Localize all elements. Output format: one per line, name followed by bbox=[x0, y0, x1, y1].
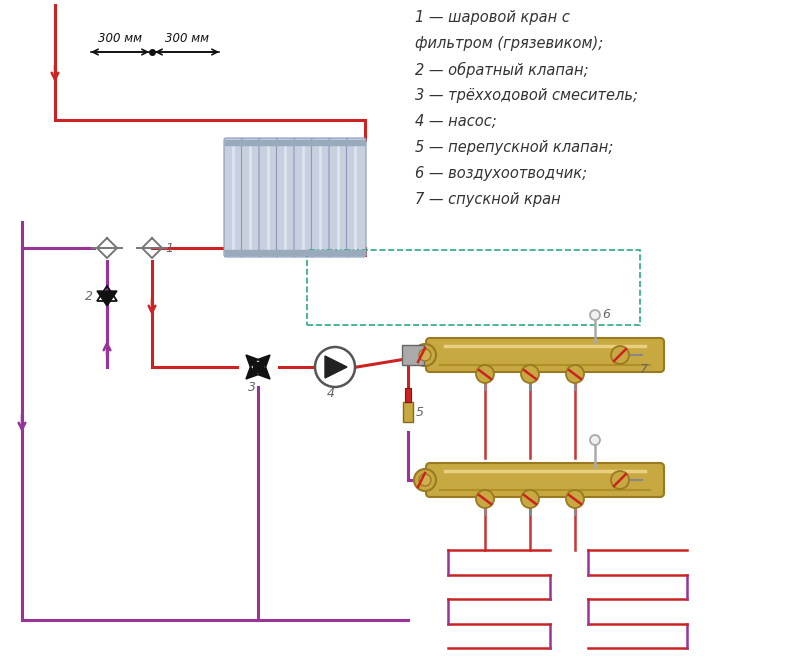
Circle shape bbox=[521, 365, 539, 383]
Text: 4: 4 bbox=[327, 387, 335, 400]
Circle shape bbox=[521, 490, 539, 508]
Circle shape bbox=[476, 490, 494, 508]
Text: 1: 1 bbox=[165, 242, 173, 255]
Polygon shape bbox=[246, 355, 258, 367]
Circle shape bbox=[414, 344, 436, 366]
Bar bbox=[253, 362, 263, 372]
Circle shape bbox=[419, 349, 431, 361]
Polygon shape bbox=[97, 291, 117, 306]
FancyBboxPatch shape bbox=[276, 138, 296, 257]
Text: 2 — обратный клапан;: 2 — обратный клапан; bbox=[415, 62, 589, 78]
Text: 7: 7 bbox=[640, 363, 648, 376]
Circle shape bbox=[590, 310, 600, 320]
Text: фильтром (грязевиком);: фильтром (грязевиком); bbox=[415, 36, 603, 51]
Text: 300 мм: 300 мм bbox=[98, 32, 142, 45]
Circle shape bbox=[611, 471, 629, 489]
Bar bbox=[307, 250, 640, 325]
Circle shape bbox=[611, 346, 629, 364]
Circle shape bbox=[476, 365, 494, 383]
Circle shape bbox=[590, 435, 600, 445]
FancyBboxPatch shape bbox=[259, 138, 279, 257]
Text: 7 — спускной кран: 7 — спускной кран bbox=[415, 192, 561, 207]
FancyBboxPatch shape bbox=[426, 338, 664, 372]
Text: 6: 6 bbox=[602, 308, 610, 321]
Text: 6 — воздухоотводчик;: 6 — воздухоотводчик; bbox=[415, 166, 587, 181]
Text: 4 — насос;: 4 — насос; bbox=[415, 114, 496, 129]
Bar bbox=[225, 140, 365, 145]
Polygon shape bbox=[258, 367, 270, 379]
FancyBboxPatch shape bbox=[329, 138, 349, 257]
FancyBboxPatch shape bbox=[346, 138, 366, 257]
Circle shape bbox=[566, 365, 584, 383]
Text: 5 — перепускной клапан;: 5 — перепускной клапан; bbox=[415, 140, 613, 155]
Text: 300 мм: 300 мм bbox=[165, 32, 209, 45]
Text: 3: 3 bbox=[248, 381, 256, 394]
FancyBboxPatch shape bbox=[426, 463, 664, 497]
Polygon shape bbox=[246, 367, 258, 379]
Bar bbox=[403, 402, 413, 422]
Bar bbox=[225, 250, 365, 255]
Polygon shape bbox=[258, 355, 270, 367]
Polygon shape bbox=[325, 356, 347, 378]
Circle shape bbox=[419, 474, 431, 486]
Text: 3 — трёхходовой смеситель;: 3 — трёхходовой смеситель; bbox=[415, 88, 638, 103]
Circle shape bbox=[414, 469, 436, 491]
Text: 1 — шаровой кран с: 1 — шаровой кран с bbox=[415, 10, 570, 25]
Text: 2: 2 bbox=[85, 290, 93, 303]
Text: 5: 5 bbox=[416, 406, 424, 418]
Bar bbox=[402, 345, 424, 365]
FancyBboxPatch shape bbox=[224, 138, 244, 257]
FancyBboxPatch shape bbox=[294, 138, 313, 257]
FancyBboxPatch shape bbox=[312, 138, 331, 257]
Bar bbox=[405, 388, 411, 402]
FancyBboxPatch shape bbox=[241, 138, 261, 257]
Circle shape bbox=[566, 490, 584, 508]
